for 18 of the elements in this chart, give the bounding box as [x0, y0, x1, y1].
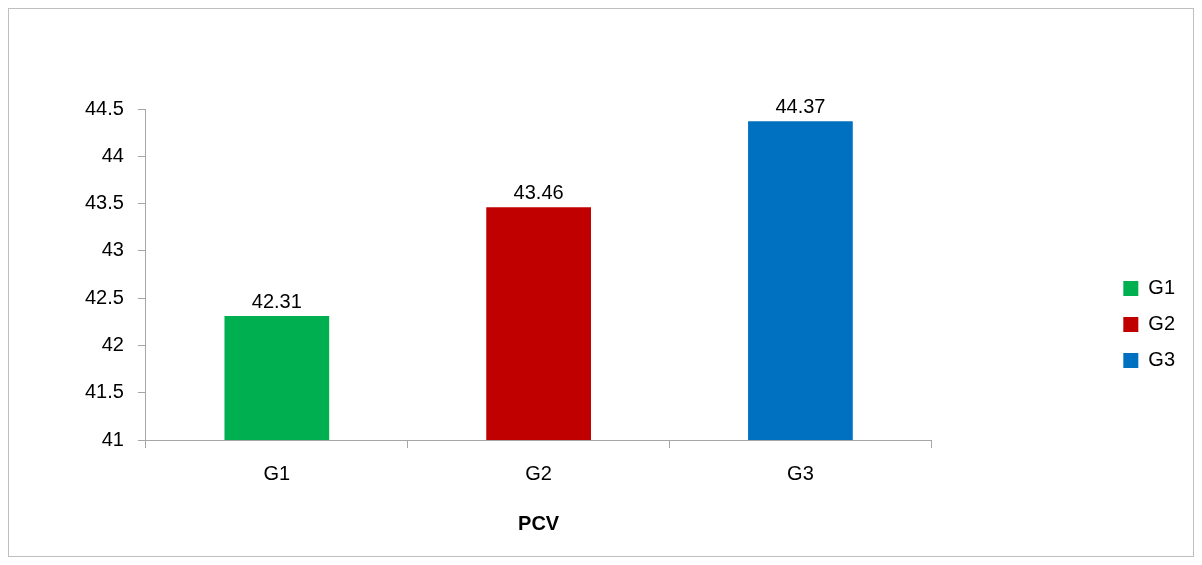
y-tick-label: 41	[101, 427, 124, 450]
y-tick-label: 42.5	[84, 285, 124, 308]
y-tick-label: 41.5	[84, 380, 124, 403]
x-axis-title: PCV	[518, 511, 560, 534]
y-tick-label: 44.5	[84, 96, 124, 119]
data-label: 43.46	[513, 180, 564, 203]
data-label: 44.37	[775, 94, 826, 117]
y-tick-label: 44	[101, 143, 124, 166]
y-tick-label: 43	[101, 238, 124, 261]
x-tick-label: G1	[263, 461, 291, 484]
legend-label: G2	[1148, 312, 1176, 335]
x-tick-label: G2	[525, 461, 552, 484]
legend-label: G1	[1148, 276, 1176, 299]
y-tick-label: 42	[101, 332, 124, 355]
x-tick-label: G3	[787, 461, 814, 484]
y-tick-label: 43.5	[84, 191, 124, 214]
legend-label: G3	[1148, 348, 1176, 371]
data-label: 42.31	[251, 289, 302, 312]
